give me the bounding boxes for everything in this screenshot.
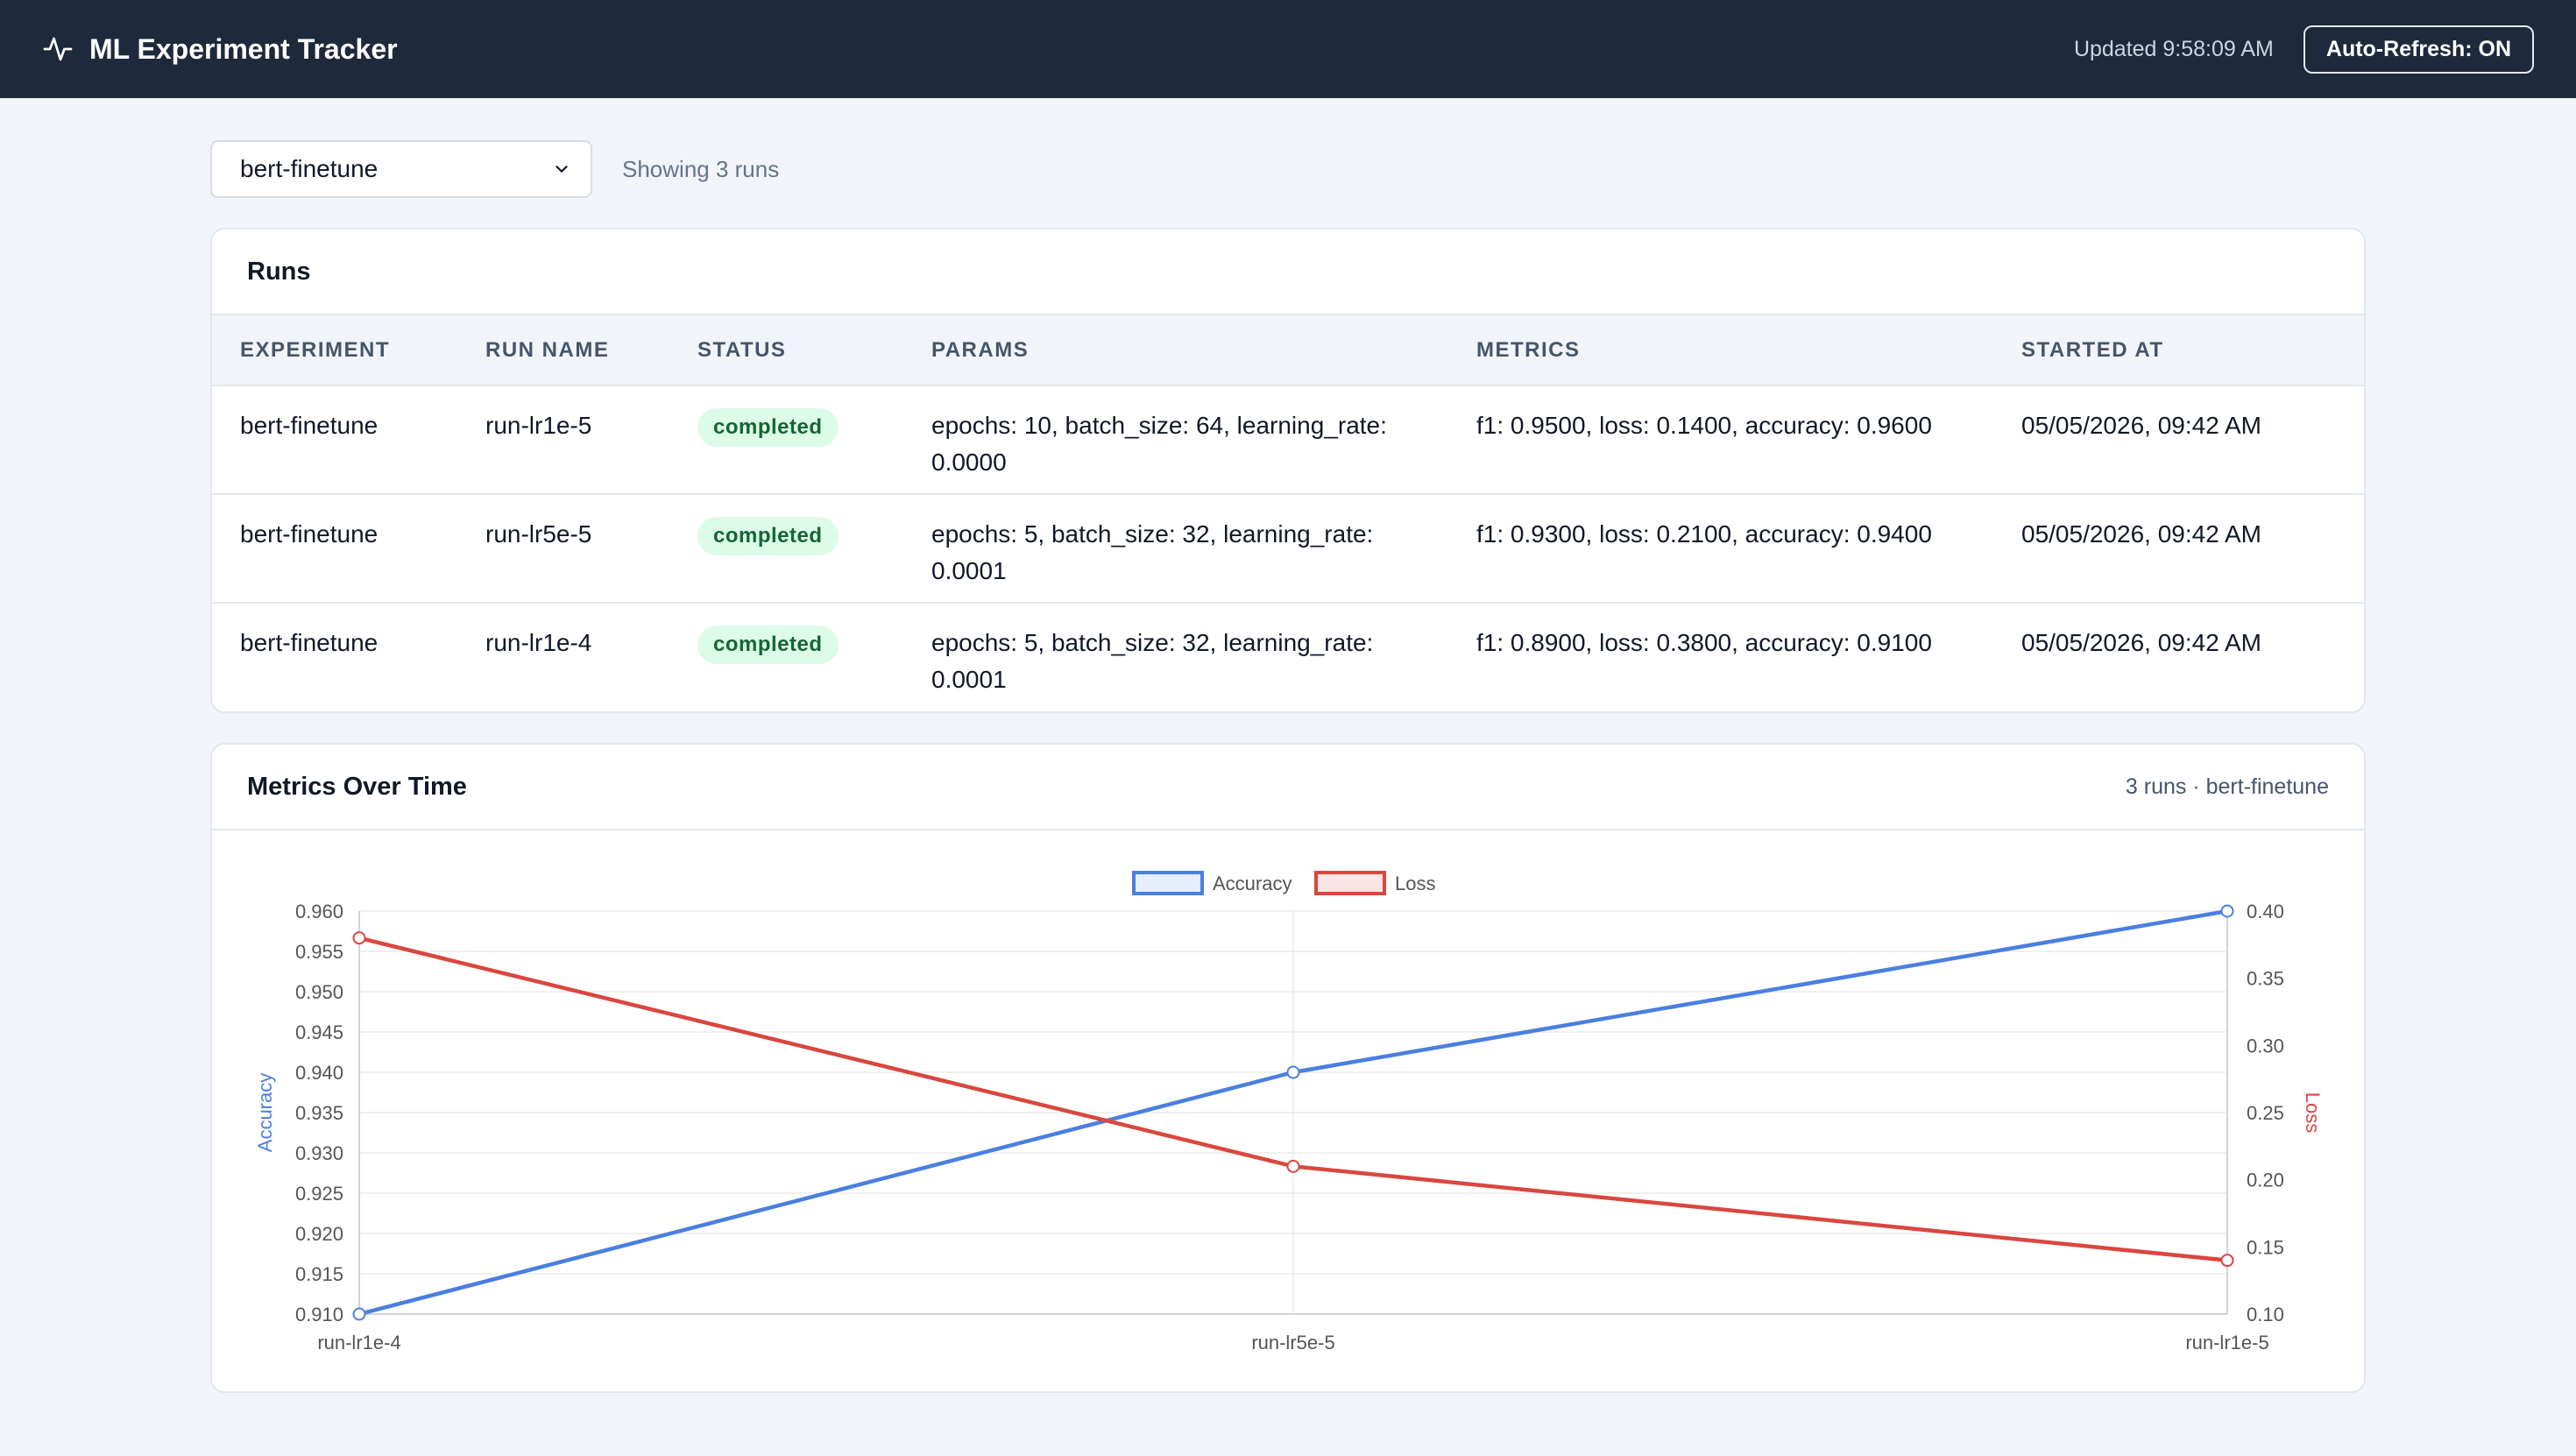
col-header-experiment[interactable]: EXPERIMENT bbox=[240, 337, 391, 362]
activity-icon bbox=[43, 37, 73, 61]
run-count-text: Showing 3 runs bbox=[622, 155, 780, 182]
runs-card-header: Runs bbox=[212, 230, 2364, 315]
data-point-loss bbox=[1286, 1159, 1300, 1173]
cell-experiment: bert-finetune bbox=[240, 520, 379, 548]
col-header-started-at[interactable]: STARTED AT bbox=[2021, 337, 2164, 362]
cell-metrics: f1: 0.9300, loss: 0.2100, accuracy: 0.94… bbox=[1476, 520, 1932, 548]
y-tick-label: 0.910 bbox=[295, 1304, 343, 1325]
cell-run-name: run-lr1e-4 bbox=[485, 629, 592, 656]
app-header: ML Experiment Tracker Updated 9:58:09 AM… bbox=[0, 0, 2576, 98]
data-point-accuracy bbox=[1286, 1065, 1300, 1079]
table-row[interactable]: bert-finetune run-lr1e-5 completed epoch… bbox=[212, 385, 2364, 494]
y-tick-label: 0.915 bbox=[295, 1263, 343, 1285]
y2-tick-label: 0.15 bbox=[2247, 1236, 2284, 1258]
cell-started-at: 05/05/2026, 09:42 AM bbox=[2021, 412, 2261, 439]
cell-params: epochs: 5, batch_size: 32, learning_rate… bbox=[931, 520, 1374, 584]
data-point-accuracy bbox=[2220, 904, 2234, 918]
legend-label-accuracy: Accuracy bbox=[1213, 873, 1292, 894]
experiment-select[interactable]: bert-finetune bbox=[210, 140, 592, 198]
y-tick-label: 0.955 bbox=[295, 941, 343, 963]
metrics-card: Metrics Over Time 3 runs · bert-finetune… bbox=[210, 743, 2366, 1393]
last-updated-text: Updated 9:58:09 AM bbox=[2073, 36, 2274, 61]
y2-tick-label: 0.30 bbox=[2247, 1035, 2284, 1057]
x-tick-label: run-lr1e-5 bbox=[2185, 1332, 2268, 1354]
y2-tick-label: 0.40 bbox=[2247, 901, 2284, 922]
cell-run-name: run-lr1e-5 bbox=[485, 412, 592, 439]
cell-params: epochs: 10, batch_size: 64, learning_rat… bbox=[931, 412, 1387, 476]
cell-experiment: bert-finetune bbox=[240, 629, 379, 656]
y-tick-label: 0.940 bbox=[295, 1062, 343, 1084]
status-badge: completed bbox=[697, 408, 839, 447]
cell-metrics: f1: 0.9500, loss: 0.1400, accuracy: 0.96… bbox=[1476, 412, 1932, 439]
y-tick-label: 0.960 bbox=[295, 901, 343, 922]
table-row[interactable]: bert-finetune run-lr5e-5 completed epoch… bbox=[212, 494, 2364, 603]
metrics-chart-area: 0.960 0.955 0.950 0.945 0.940 0.935 0.930 0.925… bbox=[212, 830, 2364, 1391]
data-point-loss bbox=[2220, 1254, 2234, 1268]
y-tick-label: 0.925 bbox=[295, 1183, 343, 1205]
auto-refresh-button[interactable]: Auto-Refresh: ON bbox=[2303, 25, 2534, 74]
metrics-title: Metrics Over Time bbox=[247, 772, 467, 801]
brand: ML Experiment Tracker bbox=[42, 33, 398, 66]
runs-card: Runs EXPERIMENT RUN NAME STATUS PARAMS M… bbox=[210, 228, 2366, 713]
cell-metrics: f1: 0.8900, loss: 0.3800, accuracy: 0.91… bbox=[1476, 629, 1932, 656]
y2-tick-label: 0.10 bbox=[2247, 1304, 2284, 1325]
y2-axis-title: Loss bbox=[2302, 1092, 2324, 1133]
y-tick-label: 0.930 bbox=[295, 1142, 343, 1164]
cell-started-at: 05/05/2026, 09:42 AM bbox=[2021, 629, 2261, 656]
legend-swatch-accuracy bbox=[1132, 871, 1204, 895]
cell-params: epochs: 5, batch_size: 32, learning_rate… bbox=[931, 629, 1374, 693]
y-tick-label: 0.950 bbox=[295, 981, 343, 1003]
metrics-line-chart: 0.960 0.955 0.950 0.945 0.940 0.935 0.930 0.925… bbox=[254, 871, 2324, 1354]
legend-label-loss: Loss bbox=[1395, 873, 1435, 894]
legend-swatch-loss bbox=[1314, 871, 1386, 895]
col-header-run-name[interactable]: RUN NAME bbox=[485, 337, 610, 362]
data-point-accuracy bbox=[352, 1307, 366, 1321]
col-header-status[interactable]: STATUS bbox=[697, 337, 787, 362]
status-badge: completed bbox=[697, 517, 839, 555]
runs-table: EXPERIMENT RUN NAME STATUS PARAMS METRIC… bbox=[212, 315, 2364, 711]
metrics-subtitle: 3 runs · bert-finetune bbox=[2125, 774, 2329, 799]
status-badge: completed bbox=[697, 626, 839, 664]
y2-tick-label: 0.20 bbox=[2247, 1170, 2284, 1191]
y-axis-title: Accuracy bbox=[254, 1073, 276, 1152]
cell-started-at: 05/05/2026, 09:42 AM bbox=[2021, 520, 2261, 548]
y-tick-label: 0.920 bbox=[295, 1223, 343, 1245]
cell-run-name: run-lr5e-5 bbox=[485, 520, 592, 548]
toolbar: bert-finetune Showing 3 runs bbox=[210, 140, 2366, 198]
y-tick-label: 0.935 bbox=[295, 1102, 343, 1124]
experiment-select-value: bert-finetune bbox=[240, 155, 379, 182]
y2-tick-label: 0.25 bbox=[2247, 1102, 2284, 1124]
main-content: bert-finetune Showing 3 runs Runs EXPERI… bbox=[0, 98, 2576, 1393]
cell-experiment: bert-finetune bbox=[240, 412, 379, 439]
metrics-card-header: Metrics Over Time 3 runs · bert-finetune bbox=[212, 745, 2364, 830]
y2-tick-label: 0.35 bbox=[2247, 968, 2284, 990]
table-header-row: EXPERIMENT RUN NAME STATUS PARAMS METRIC… bbox=[212, 315, 2364, 385]
x-tick-label: run-lr5e-5 bbox=[1251, 1332, 1334, 1354]
runs-title: Runs bbox=[247, 257, 311, 286]
y-tick-label: 0.945 bbox=[295, 1021, 343, 1043]
table-row[interactable]: bert-finetune run-lr1e-4 completed epoch… bbox=[212, 603, 2364, 711]
chevron-down-icon bbox=[556, 166, 568, 173]
x-tick-label: run-lr1e-4 bbox=[317, 1332, 400, 1354]
col-header-params[interactable]: PARAMS bbox=[931, 337, 1030, 362]
data-point-loss bbox=[352, 931, 366, 945]
app-title: ML Experiment Tracker bbox=[89, 32, 398, 65]
col-header-metrics[interactable]: METRICS bbox=[1476, 337, 1581, 362]
